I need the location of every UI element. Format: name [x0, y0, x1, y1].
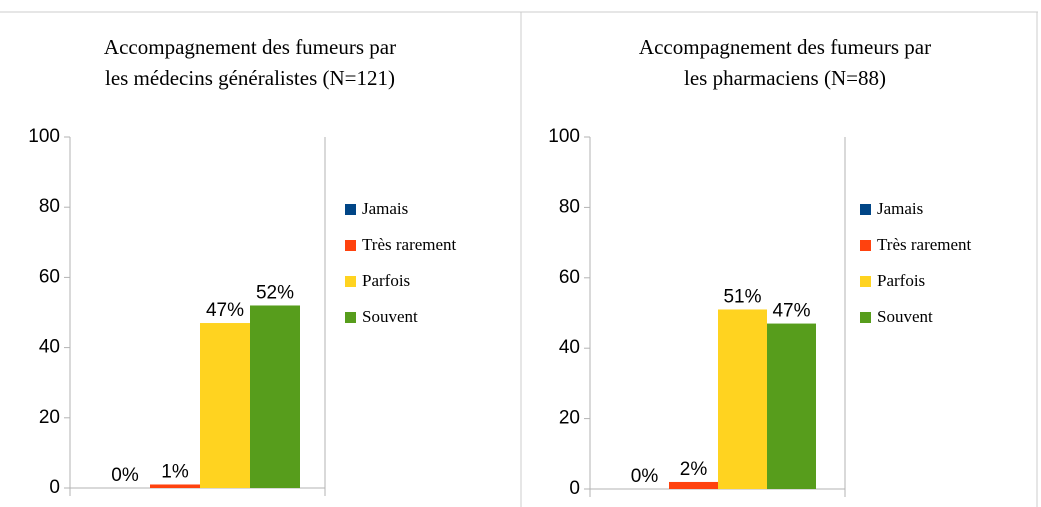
- y-tick-label: 80: [39, 196, 60, 217]
- legend-label: Jamais: [362, 199, 408, 218]
- y-tick-label: 20: [39, 407, 60, 428]
- y-tick-label: 60: [559, 267, 580, 288]
- bar: [718, 309, 767, 489]
- value-label: 47%: [772, 301, 810, 322]
- y-tick-label: 100: [28, 126, 60, 147]
- bar: [150, 484, 200, 488]
- chart-title: les pharmaciens (N=88): [684, 66, 886, 90]
- legend-swatch: [345, 204, 356, 215]
- value-label: 0%: [111, 465, 139, 486]
- chart-title: Accompagnement des fumeurs par: [639, 35, 931, 59]
- legend-swatch: [860, 240, 871, 251]
- legend-swatch: [860, 276, 871, 287]
- value-label: 52%: [256, 282, 294, 303]
- bar: [200, 323, 250, 488]
- y-tick-label: 0: [569, 478, 580, 499]
- legend-swatch: [345, 276, 356, 287]
- y-tick-label: 40: [559, 337, 580, 358]
- value-label: 47%: [206, 300, 244, 321]
- y-tick-label: 100: [548, 126, 580, 147]
- value-label: 51%: [723, 286, 761, 307]
- y-tick-label: 80: [559, 196, 580, 217]
- value-label: 2%: [680, 459, 708, 480]
- legend-swatch: [345, 312, 356, 323]
- legend-label: Très rarement: [877, 235, 972, 254]
- legend-label: Souvent: [877, 307, 933, 326]
- chart-title: Accompagnement des fumeurs par: [104, 35, 396, 59]
- y-tick-label: 0: [49, 477, 60, 498]
- legend-label: Très rarement: [362, 235, 457, 254]
- legend-label: Jamais: [877, 199, 923, 218]
- chart-title: les médecins généralistes (N=121): [105, 66, 395, 90]
- y-tick-label: 60: [39, 266, 60, 287]
- legend-swatch: [860, 312, 871, 323]
- bar: [669, 481, 718, 489]
- y-tick-label: 40: [39, 337, 60, 358]
- bar: [767, 323, 816, 489]
- y-tick-label: 20: [559, 408, 580, 429]
- legend-label: Parfois: [877, 271, 925, 290]
- legend-label: Parfois: [362, 271, 410, 290]
- legend-swatch: [860, 204, 871, 215]
- value-label: 1%: [161, 462, 189, 483]
- value-label: 0%: [631, 466, 659, 487]
- legend-swatch: [345, 240, 356, 251]
- legend-label: Souvent: [362, 307, 418, 326]
- bar: [250, 305, 300, 488]
